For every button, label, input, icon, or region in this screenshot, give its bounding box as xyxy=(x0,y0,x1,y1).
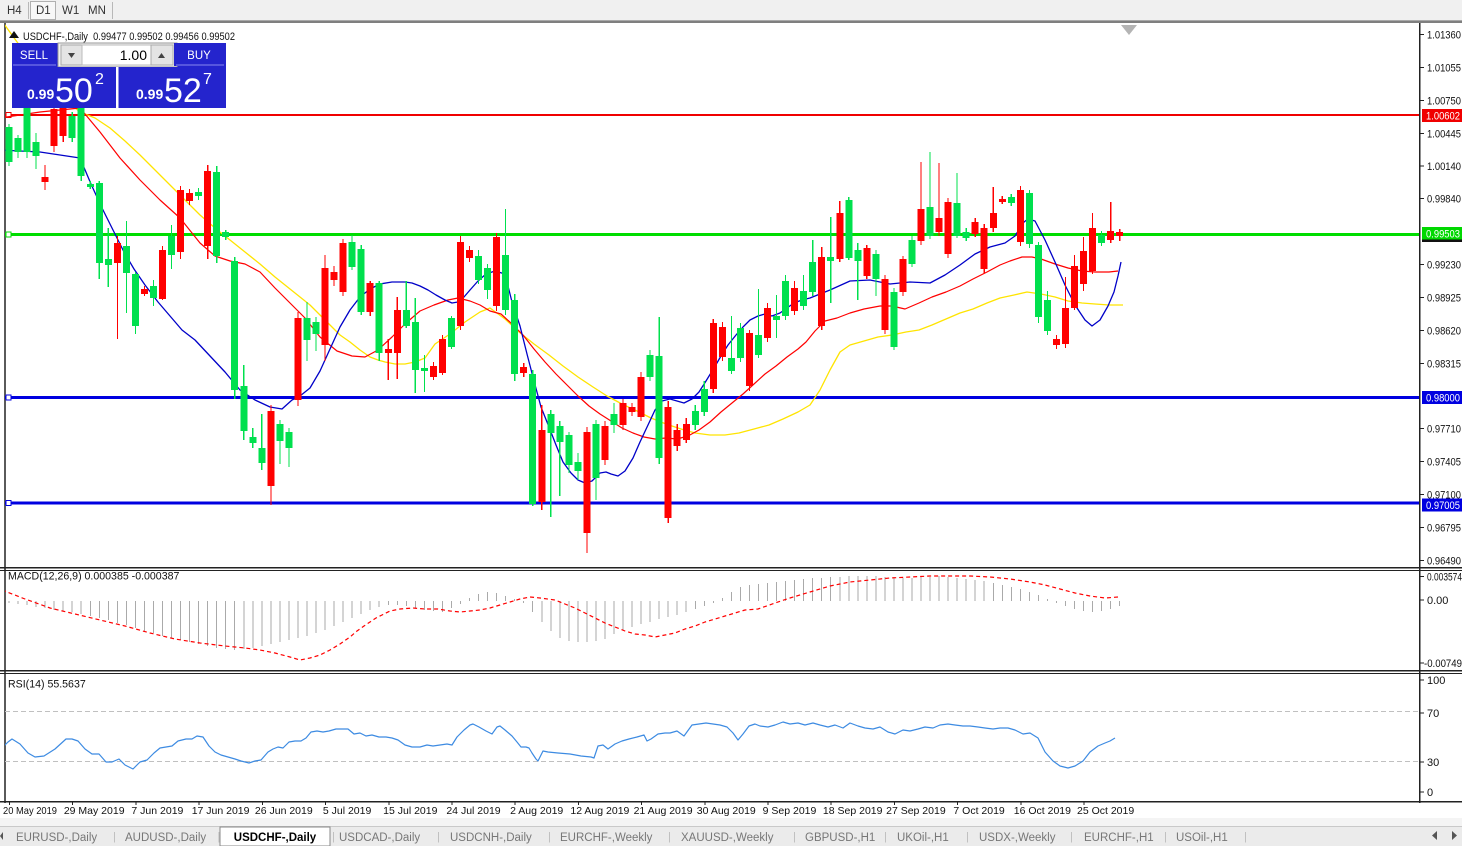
svg-text:EURCHF-,Weekly: EURCHF-,Weekly xyxy=(560,832,653,844)
svg-text:15 Jul 2019: 15 Jul 2019 xyxy=(383,805,437,817)
svg-text:29 May 2019: 29 May 2019 xyxy=(64,805,125,817)
svg-text:0.98620: 0.98620 xyxy=(1427,325,1461,337)
svg-text:1.00602: 1.00602 xyxy=(1426,111,1460,123)
svg-text:25 Oct 2019: 25 Oct 2019 xyxy=(1077,805,1134,817)
svg-text:7 Jun 2019: 7 Jun 2019 xyxy=(131,805,183,817)
svg-text:1.00: 1.00 xyxy=(120,47,147,63)
svg-text:70: 70 xyxy=(1427,708,1439,720)
svg-text:RSI(14) 55.5637: RSI(14) 55.5637 xyxy=(8,679,86,691)
svg-text:|: | xyxy=(113,831,116,843)
svg-text:SELL: SELL xyxy=(20,50,49,62)
svg-text:UKOil-,H1: UKOil-,H1 xyxy=(897,832,949,844)
svg-text:0.99840: 0.99840 xyxy=(1427,194,1461,206)
svg-text:0.97005: 0.97005 xyxy=(1426,500,1460,512)
svg-text:0.97405: 0.97405 xyxy=(1427,457,1461,469)
svg-text:52: 52 xyxy=(164,72,202,110)
svg-text:1.01055: 1.01055 xyxy=(1427,62,1461,74)
svg-text:0.99: 0.99 xyxy=(27,86,54,102)
svg-text:21 Aug 2019: 21 Aug 2019 xyxy=(634,805,693,817)
svg-text:USDX-,Weekly: USDX-,Weekly xyxy=(979,832,1056,844)
svg-text:|: | xyxy=(793,831,796,843)
svg-text:BUY: BUY xyxy=(187,50,211,62)
svg-text:0.96795: 0.96795 xyxy=(1427,523,1461,535)
svg-text:D1: D1 xyxy=(36,5,51,17)
svg-text:|: | xyxy=(437,831,440,843)
svg-text:|: | xyxy=(218,831,221,843)
svg-text:0: 0 xyxy=(1427,787,1433,799)
svg-text:26 Jun 2019: 26 Jun 2019 xyxy=(255,805,313,817)
svg-text:1.01360: 1.01360 xyxy=(1427,30,1461,42)
svg-text:30 Aug 2019: 30 Aug 2019 xyxy=(697,805,756,817)
svg-text:|: | xyxy=(668,831,671,843)
svg-text:0.99503: 0.99503 xyxy=(1426,229,1460,241)
svg-text:2: 2 xyxy=(95,71,104,88)
svg-text:0.98000: 0.98000 xyxy=(1426,392,1460,404)
svg-text:20 May 2019: 20 May 2019 xyxy=(3,805,57,817)
svg-text:27 Sep 2019: 27 Sep 2019 xyxy=(886,805,946,817)
svg-text:7 Oct 2019: 7 Oct 2019 xyxy=(953,805,1005,817)
svg-text:|: | xyxy=(966,831,969,843)
svg-text:0.00: 0.00 xyxy=(1427,595,1448,607)
svg-text:USDCHF-,Daily: USDCHF-,Daily xyxy=(234,832,317,844)
svg-text:USDCNH-,Daily: USDCNH-,Daily xyxy=(450,832,532,844)
svg-text:16 Oct 2019: 16 Oct 2019 xyxy=(1014,805,1071,817)
svg-text:9 Sep 2019: 9 Sep 2019 xyxy=(763,805,817,817)
svg-text:100: 100 xyxy=(1427,675,1445,687)
svg-text:12 Aug 2019: 12 Aug 2019 xyxy=(570,805,629,817)
svg-text:5 Jul 2019: 5 Jul 2019 xyxy=(323,805,372,817)
svg-text:0.98315: 0.98315 xyxy=(1427,358,1461,370)
svg-text:30: 30 xyxy=(1427,757,1439,769)
svg-text:1.00750: 1.00750 xyxy=(1427,95,1461,107)
svg-text:USDCAD-,Daily: USDCAD-,Daily xyxy=(339,832,420,844)
svg-text:7: 7 xyxy=(203,71,212,88)
svg-text:|: | xyxy=(548,831,551,843)
svg-text:XAUUSD-,Weekly: XAUUSD-,Weekly xyxy=(681,832,774,844)
svg-text:|: | xyxy=(884,831,887,843)
svg-text:0.98925: 0.98925 xyxy=(1427,292,1461,304)
svg-text:0.99230: 0.99230 xyxy=(1427,260,1461,272)
svg-text:USOil-,H1: USOil-,H1 xyxy=(1176,832,1228,844)
svg-text:MN: MN xyxy=(88,5,106,17)
svg-text:24 Jul 2019: 24 Jul 2019 xyxy=(446,805,500,817)
svg-text:EURCHF-,H1: EURCHF-,H1 xyxy=(1084,832,1154,844)
svg-text:17 Jun 2019: 17 Jun 2019 xyxy=(192,805,250,817)
svg-text:EURUSD-,Daily: EURUSD-,Daily xyxy=(16,832,97,844)
svg-text:0.99: 0.99 xyxy=(136,86,163,102)
svg-text:|: | xyxy=(1164,831,1167,843)
svg-text:1.00445: 1.00445 xyxy=(1427,128,1461,140)
svg-text:|: | xyxy=(1070,831,1073,843)
svg-text:18 Sep 2019: 18 Sep 2019 xyxy=(823,805,883,817)
svg-text:2 Aug 2019: 2 Aug 2019 xyxy=(510,805,563,817)
svg-text:-0.00749: -0.00749 xyxy=(1424,658,1462,670)
svg-text:GBPUSD-,H1: GBPUSD-,H1 xyxy=(805,832,875,844)
svg-text:|: | xyxy=(1244,831,1247,843)
svg-text:AUDUSD-,Daily: AUDUSD-,Daily xyxy=(125,832,206,844)
svg-text:0.003574: 0.003574 xyxy=(1427,572,1462,584)
svg-text:0.96490: 0.96490 xyxy=(1427,555,1461,567)
svg-text:MACD(12,26,9) 0.000385 -0.0003: MACD(12,26,9) 0.000385 -0.000387 xyxy=(8,571,179,583)
svg-text:W1: W1 xyxy=(62,5,79,17)
svg-text:H4: H4 xyxy=(7,5,22,17)
svg-text:50: 50 xyxy=(55,72,93,110)
svg-text:|: | xyxy=(332,831,335,843)
svg-text:1.00140: 1.00140 xyxy=(1427,161,1461,173)
svg-text:0.97710: 0.97710 xyxy=(1427,424,1461,436)
svg-text:USDCHF-,Daily 0.99477 0.99502: USDCHF-,Daily 0.99477 0.99502 0.99456 0.… xyxy=(23,31,235,43)
